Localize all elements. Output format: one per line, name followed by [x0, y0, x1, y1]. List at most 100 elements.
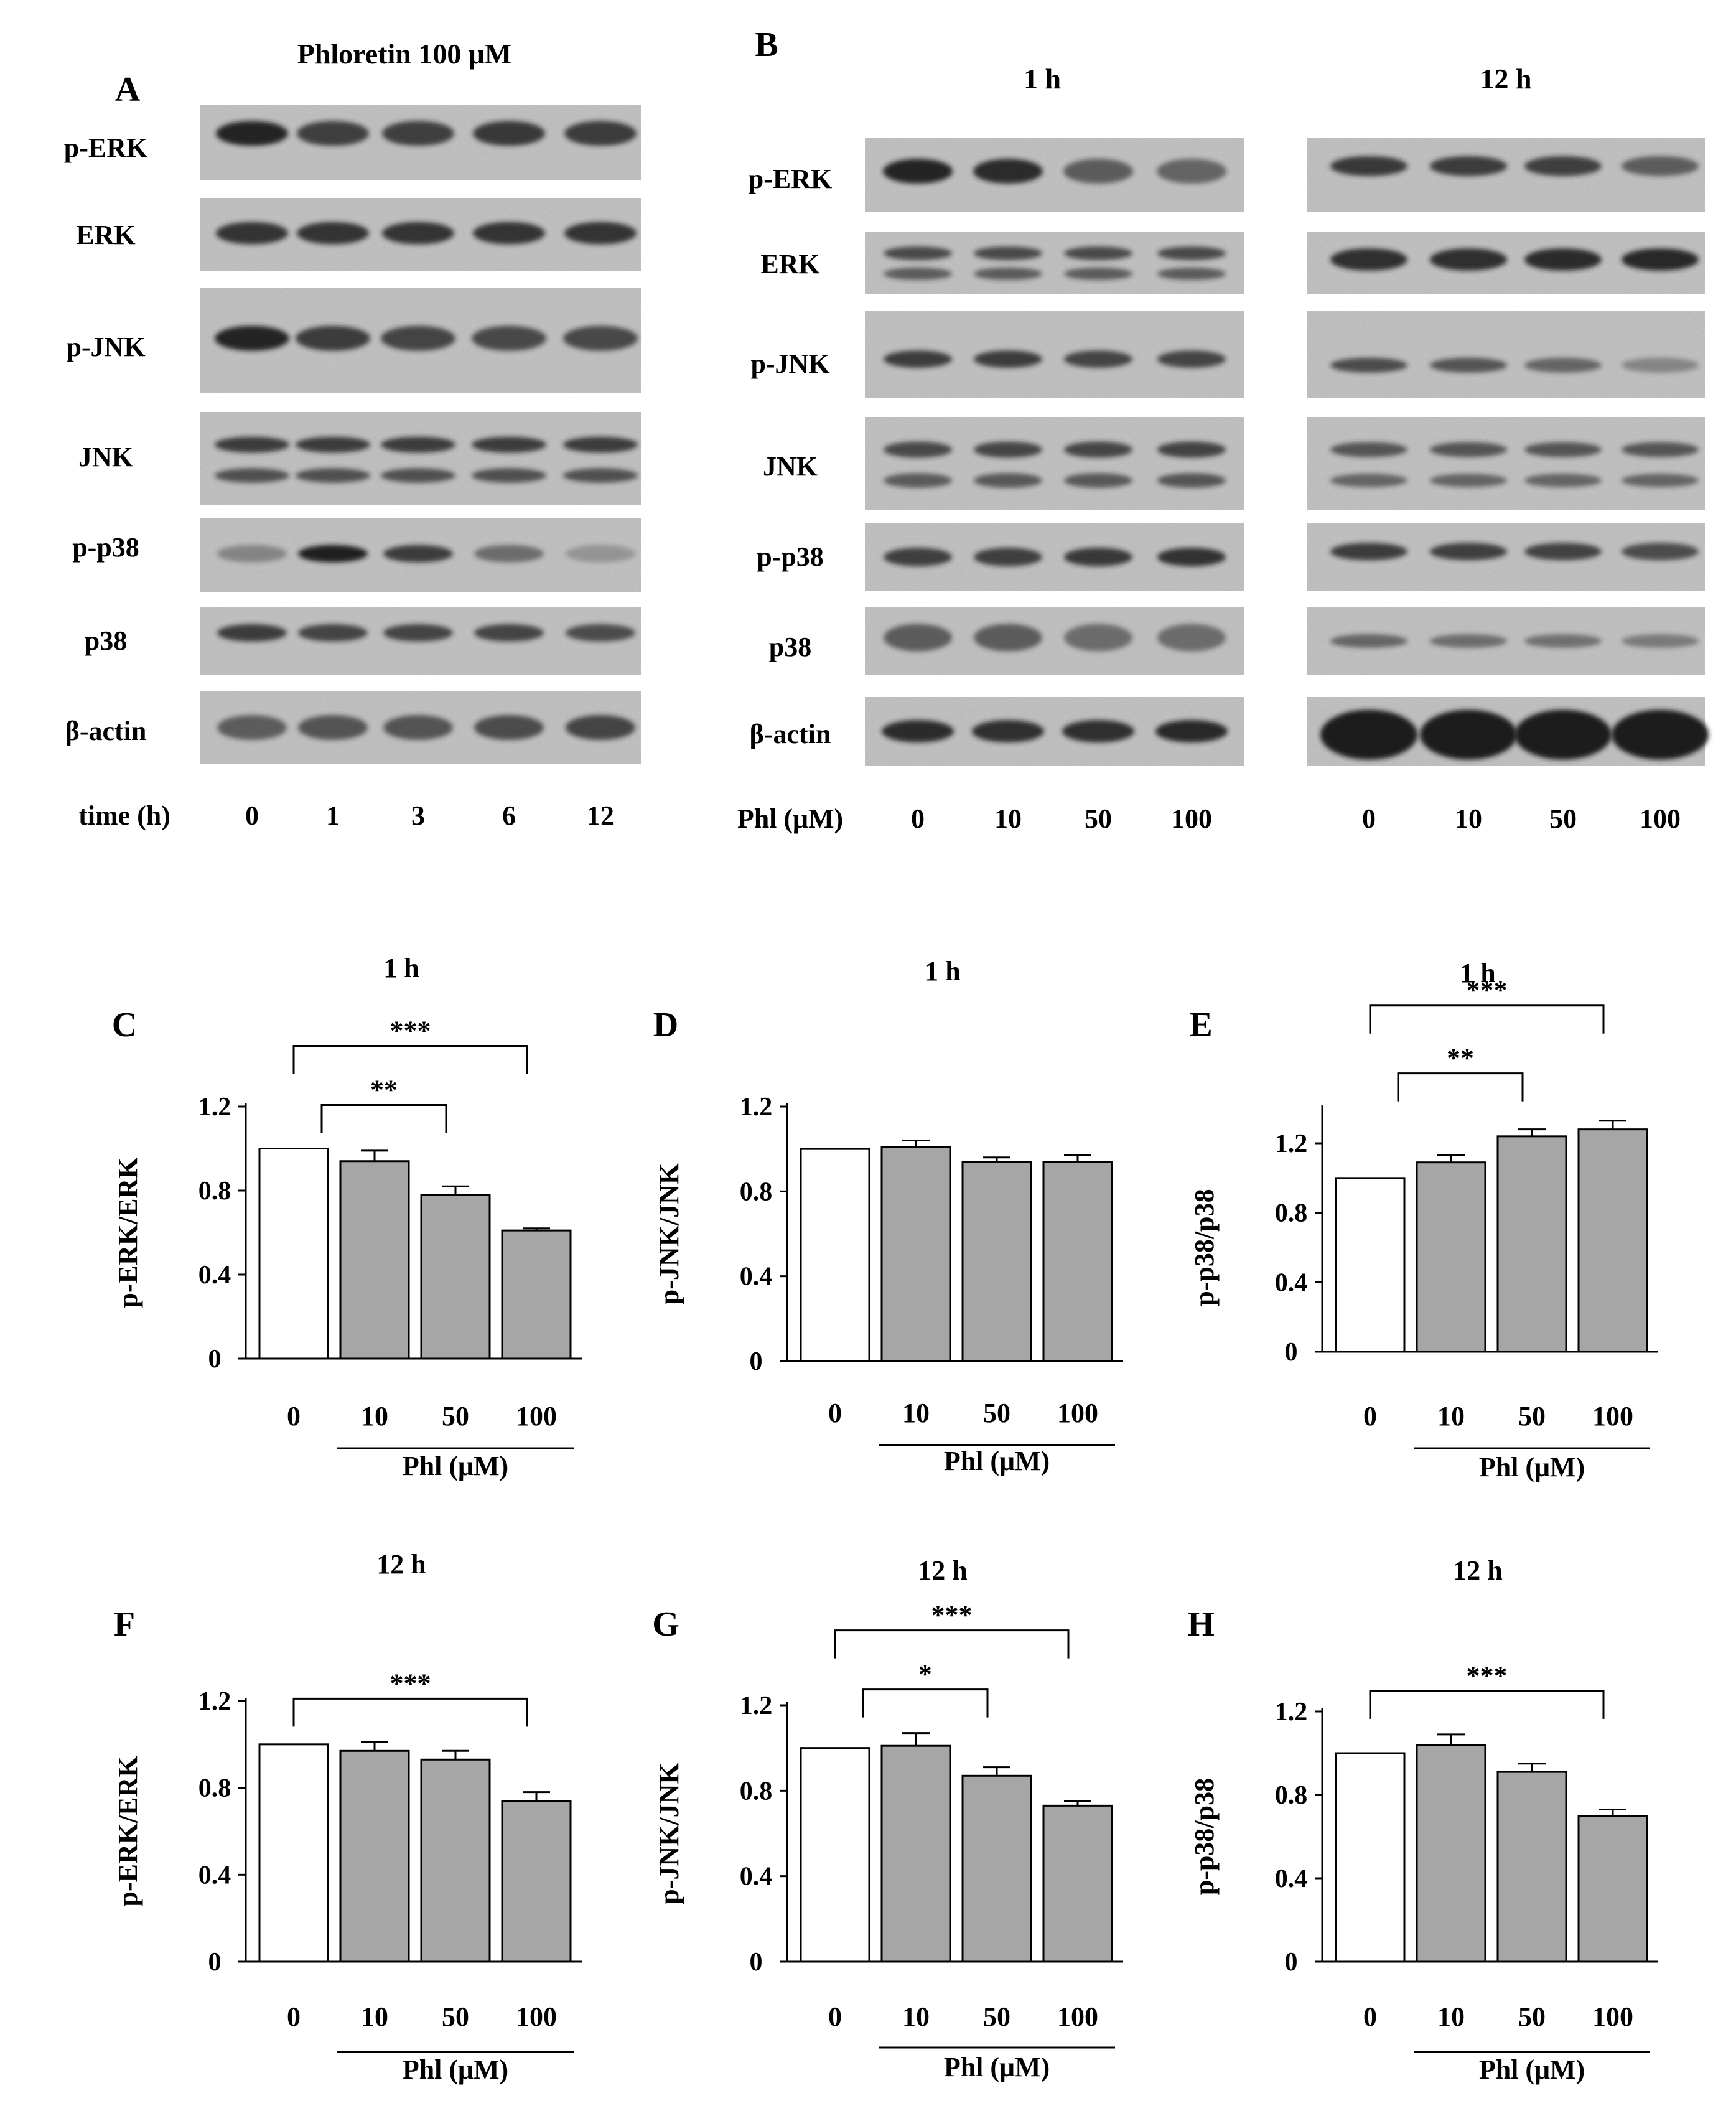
panel-b-1h-strip-1-membrane — [865, 232, 1244, 294]
panel-b-12h-strip-0-band-3 — [1622, 156, 1699, 176]
panel-b-1h-strip-0 — [865, 138, 1244, 212]
panel-b-row-label: ERK — [760, 249, 819, 279]
chart-h-y-tick-label: 0 — [1285, 1948, 1298, 1977]
panel-a-strip-2-band-2 — [381, 325, 455, 351]
chart-c-y-tick-label: 0.8 — [198, 1177, 231, 1206]
panel-a-strip-4-band-0 — [217, 545, 287, 563]
chart-f-significance-bracket-0 — [292, 1697, 528, 1727]
panel-b-1h-strip-6-band-2 — [1062, 720, 1134, 742]
panel-b-1h-strip-0-band-1 — [973, 159, 1043, 184]
panel-b-1h-strip-2-band-0 — [884, 350, 952, 368]
chart-f-y-tick-label: 0 — [208, 1948, 222, 1977]
panel-b-12h-strip-2-band-1 — [1430, 357, 1507, 373]
panel-b-1h-strip-1-band-2-0 — [1064, 246, 1132, 260]
panel-b-1h-strip-0-band-3 — [1157, 159, 1226, 184]
panel-b-1h-strip-3-band-0-0 — [884, 441, 952, 458]
panel-b-12h-strip-3-band-0-0 — [1330, 442, 1407, 457]
chart-h-category-label: 100 — [1592, 2002, 1633, 2032]
panel-b-1h-strip-1-band-3-1 — [1157, 268, 1226, 280]
chart-h-bar-1 — [1416, 1744, 1486, 1963]
panel-a-strip-2-band-0 — [215, 325, 289, 351]
panel-b-1h-strip-3-band-1-0 — [974, 441, 1042, 458]
chart-h-category-label: 0 — [1363, 2002, 1377, 2032]
panel-a-strip-3-band-4-1 — [563, 468, 638, 483]
panel-a: A Phloretin 100 μM p-ERK ERK p-JNK JNK p-p38 p3… — [64, 38, 641, 831]
panel-a-row-label: p-ERK — [64, 133, 147, 163]
panel-b-12h-strip-3 — [1307, 417, 1705, 510]
chart-c-ylabel: p-ERK/ERK — [113, 1157, 143, 1308]
chart-g-category-label: 0 — [828, 2002, 842, 2032]
panel-b-12h-strip-6-band-3 — [1612, 709, 1709, 760]
chart-e-ylabel: p-p38/p38 — [1189, 1189, 1220, 1306]
chart-c-y-tick-label: 1.2 — [198, 1093, 231, 1121]
chart-e-category-label: 0 — [1363, 1401, 1377, 1431]
chart-c-significance-label-0: ** — [370, 1075, 398, 1105]
panel-a-strip-3-membrane — [200, 412, 641, 505]
panel-b-1h-strip-3-band-3-1 — [1157, 473, 1226, 488]
panel-a-strip-5-band-0 — [217, 624, 287, 642]
chart-e-y-tick-label: 1.2 — [1275, 1130, 1308, 1158]
panel-a-lane-label: 1 — [326, 800, 340, 831]
panel-b-12h-strip-4-band-2 — [1524, 543, 1602, 561]
panel-b-1h-strip-3-band-2-1 — [1064, 473, 1132, 488]
panel-b-1h-strip-5-band-2 — [1064, 624, 1132, 652]
chart-f-category-label: 100 — [516, 2002, 557, 2032]
panel-b-1h-strip-6-band-3 — [1155, 720, 1228, 742]
panel-a-strip-3-band-4-0 — [563, 436, 638, 453]
chart-g-significance-bracket-0 — [862, 1688, 989, 1718]
panel-a-strip-2-band-4 — [563, 325, 638, 351]
panel-b-1h-strip-1-band-3-0 — [1157, 246, 1226, 260]
panel-a-lane-label: 3 — [411, 800, 425, 831]
chart-c-y-tick-label: 0 — [208, 1345, 222, 1374]
panel-a-strip-1-band-0 — [216, 222, 288, 245]
panel-b-1h-strip-3-band-0-1 — [884, 473, 952, 488]
panel-b-1h-strip-4-band-0 — [884, 548, 952, 566]
panel-a-strip-3-band-0-0 — [215, 436, 289, 453]
chart-f-xlabel: Phl (μM) — [403, 2054, 508, 2085]
panel-letter-b: B — [755, 26, 778, 64]
panel-b-12h-strip-6-band-1 — [1420, 709, 1517, 760]
panel-b-row-label: p-ERK — [749, 164, 832, 194]
chart-d-bar-3 — [1042, 1161, 1113, 1362]
chart-g-significance-bracket-1 — [834, 1629, 1070, 1659]
chart-h-y-tick-label: 1.2 — [1275, 1698, 1308, 1726]
chart-c-bar-3 — [501, 1229, 572, 1360]
panel-b-1h-strip-4-band-3 — [1157, 548, 1226, 566]
panel-b-12h-strip-2 — [1307, 311, 1705, 398]
chart-c-bar-0 — [258, 1148, 329, 1360]
panel-b-1h-strip-0-band-0 — [883, 159, 953, 184]
panel-a-strip-3-band-2-1 — [381, 468, 455, 483]
panel-a-row-label: p-JNK — [66, 332, 145, 362]
panel-a-strip-3-band-0-1 — [215, 468, 289, 483]
chart-g-y-tick-label: 0.8 — [740, 1777, 773, 1805]
chart-e-category-label: 50 — [1518, 1401, 1546, 1431]
panel-b-12h-strip-0-band-0 — [1330, 156, 1407, 176]
chart-d-ylabel: p-JNK/JNK — [654, 1163, 684, 1304]
chart-e-title: 1 h — [1460, 958, 1495, 988]
panel-b-12h-strip-3-band-3-0 — [1622, 442, 1699, 457]
chart-d-bar-2 — [961, 1161, 1032, 1362]
chart-c-significance-bracket-0 — [320, 1104, 447, 1133]
panel-b-12h-strip-3-band-2-0 — [1524, 442, 1602, 457]
panel-a-row-label: p38 — [85, 625, 127, 656]
chart-f-y-tick-label: 1.2 — [198, 1687, 231, 1716]
panel-b-1h-strip-4-band-1 — [974, 548, 1042, 566]
panel-a-strip-4-band-4 — [566, 545, 635, 563]
chart-f-significance-label-0: *** — [390, 1668, 431, 1698]
panel-a-strip-3-band-1-0 — [296, 436, 370, 453]
panel-b-12h-strip-5-band-2 — [1524, 634, 1602, 648]
panel-a-row-label: JNK — [78, 442, 133, 472]
chart-d-category-label: 100 — [1057, 1398, 1098, 1428]
panel-b-1h-strip-3-band-2-0 — [1064, 441, 1132, 458]
chart-h-y-tick-label: 0.4 — [1275, 1865, 1308, 1893]
chart-g-category-label: 100 — [1057, 2002, 1098, 2032]
chart-c: C 1 h 0 0.4 0.8 1.2 p-ERK/ERK 0 10 50 100 Phl (μM) *… — [112, 953, 582, 1481]
chart-d-category-label: 50 — [983, 1398, 1010, 1428]
chart-g-significance-label-0: * — [918, 1659, 932, 1690]
panel-a-strip-2-band-1 — [296, 325, 370, 351]
chart-f-category-label: 50 — [442, 2002, 469, 2032]
chart-g-category-label: 10 — [902, 2002, 930, 2032]
panel-b-time-1h: 1 h — [1024, 63, 1061, 95]
panel-b-12h-strip-3-band-0-1 — [1330, 474, 1407, 487]
chart-g-title: 12 h — [918, 1555, 967, 1586]
